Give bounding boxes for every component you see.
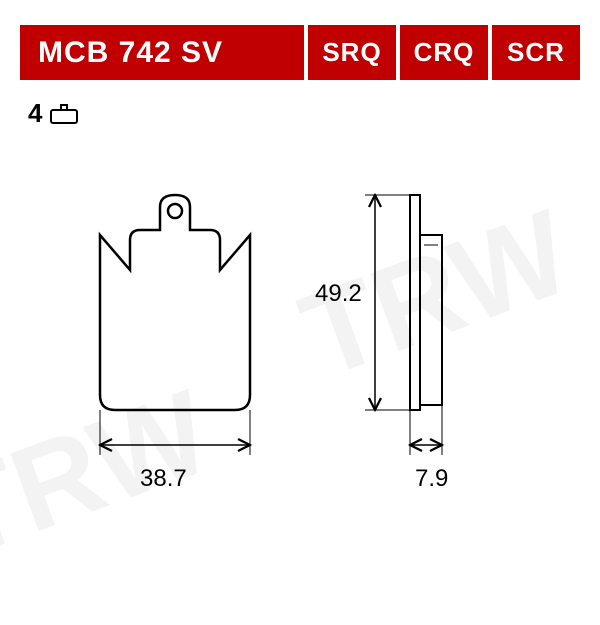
side-view	[365, 195, 442, 455]
quantity-row: 4	[28, 98, 600, 129]
height-dimension: 49.2	[315, 280, 362, 308]
header-bar: MCB 742 SV SRQ CRQ SCR	[20, 25, 580, 80]
front-view	[100, 195, 250, 455]
width-dimension: 38.7	[140, 465, 187, 493]
variant-tag-srq: SRQ	[308, 25, 396, 80]
product-code: MCB 742 SV	[20, 25, 304, 80]
thickness-dimension: 7.9	[415, 465, 448, 493]
technical-diagram: 38.7 49.2 7.9	[40, 175, 560, 555]
pad-icon	[50, 104, 78, 124]
variant-tag-scr: SCR	[492, 25, 580, 80]
variant-tag-crq: CRQ	[400, 25, 488, 80]
quantity-value: 4	[28, 98, 42, 129]
